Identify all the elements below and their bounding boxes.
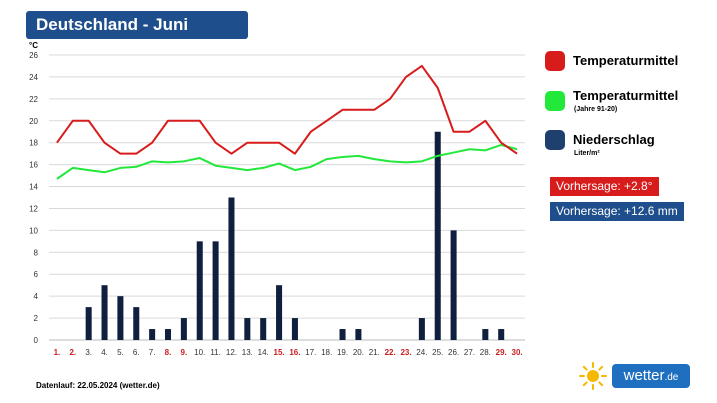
precip-bar: [498, 329, 505, 340]
x-tick-label: 13.: [242, 348, 253, 357]
legend-swatch-temperature-normal: [545, 91, 565, 111]
y-tick-label: 8: [34, 248, 39, 257]
precip-bar: [434, 131, 441, 340]
x-tick-label: 21.: [369, 348, 380, 357]
x-tick-label: 22.: [385, 348, 396, 357]
x-tick-label: 14.: [258, 348, 269, 357]
y-tick-label: 12: [29, 204, 38, 213]
brand-tld: .de: [664, 372, 679, 383]
precip-bar: [450, 230, 457, 340]
y-tick-label: 10: [29, 226, 38, 235]
precip-bar: [212, 241, 219, 340]
x-tick-label: 17.: [305, 348, 316, 357]
x-tick-label: 28.: [480, 348, 491, 357]
precip-bar: [291, 318, 298, 340]
precip-bar: [244, 318, 251, 340]
precip-bar: [164, 329, 172, 340]
brand-logo: wetter.de: [612, 364, 690, 388]
x-tick-label: 26.: [448, 348, 459, 357]
y-tick-label: 16: [29, 161, 38, 170]
legend-swatch-temperature: [545, 51, 565, 71]
precip-bar: [180, 318, 187, 340]
x-tick-label: 18.: [321, 348, 332, 357]
legend-sub-precipitation: Liter/m²: [574, 150, 600, 157]
y-tick-label: 18: [29, 139, 38, 148]
x-tick-label: 8.: [165, 348, 172, 357]
legend-sub-temperature-normal: (Jahre 91-20): [574, 106, 618, 113]
y-tick-label: 24: [29, 73, 38, 82]
x-tick-label: 3.: [85, 348, 92, 357]
brand-name: wetter: [623, 367, 665, 384]
precip-bar: [133, 307, 140, 340]
legend-swatch-precipitation: [545, 130, 565, 150]
y-tick-label: 2: [34, 314, 39, 323]
chart-title: Deutschland - Juni: [26, 11, 248, 39]
x-tick-label: 16.: [289, 348, 300, 357]
precip-bar: [149, 329, 156, 340]
x-tick-label: 10.: [194, 348, 205, 357]
x-tick-label: 1.: [54, 348, 61, 357]
x-tick-label: 2.: [69, 348, 76, 357]
precip-bar: [339, 329, 346, 340]
y-tick-label: 20: [29, 117, 38, 126]
x-tick-label: 5.: [117, 348, 124, 357]
forecast-precipitation-badge: Vorhersage: +12.6 mm: [550, 202, 684, 221]
x-tick-label: 12.: [226, 348, 237, 357]
data-run-footer: Datenlauf: 22.05.2024 (wetter.de): [36, 381, 160, 390]
x-tick-label: 7.: [149, 348, 156, 357]
precip-bar: [85, 307, 92, 340]
x-tick-label: 24.: [416, 348, 427, 357]
x-tick-label: 27.: [464, 348, 475, 357]
precip-bar: [418, 318, 425, 340]
precip-bar: [101, 285, 108, 340]
precip-bar: [276, 285, 283, 340]
precip-bar: [482, 329, 489, 340]
x-tick-label: 29.: [496, 348, 507, 357]
x-tick-label: 4.: [101, 348, 108, 357]
precip-bar: [228, 197, 235, 340]
precip-bar: [355, 329, 362, 340]
x-tick-label: 25.: [432, 348, 443, 357]
x-tick-label: 9.: [181, 348, 188, 357]
sun-icon: [579, 362, 607, 390]
x-tick-label: 30.: [512, 348, 523, 357]
precip-bar: [196, 241, 203, 340]
x-tick-label: 20.: [353, 348, 364, 357]
x-tick-label: 11.: [210, 348, 221, 357]
precip-bar: [117, 296, 124, 340]
x-tick-label: 19.: [337, 348, 348, 357]
x-tick-label: 6.: [133, 348, 140, 357]
y-tick-label: 0: [34, 336, 39, 345]
y-tick-label: 6: [34, 270, 39, 279]
precip-bar: [260, 318, 267, 340]
y-tick-label: 4: [34, 292, 39, 301]
y-unit-label: °C: [29, 41, 38, 50]
legend-label-temperature: Temperaturmittel: [573, 53, 679, 68]
x-tick-label: 23.: [400, 348, 411, 357]
legend-label-temperature-normal: Temperaturmittel: [573, 88, 679, 103]
y-tick-label: 22: [29, 95, 38, 104]
x-tick-label: 15.: [274, 348, 285, 357]
temperature-line: [56, 64, 518, 155]
legend-label-precipitation: Niederschlag: [573, 132, 655, 147]
forecast-temperature-badge: Vorhersage: +2.8°: [550, 177, 659, 196]
temperature-normal-line: [56, 143, 518, 180]
y-tick-label: 14: [29, 183, 38, 192]
y-tick-label: 26: [29, 51, 38, 60]
